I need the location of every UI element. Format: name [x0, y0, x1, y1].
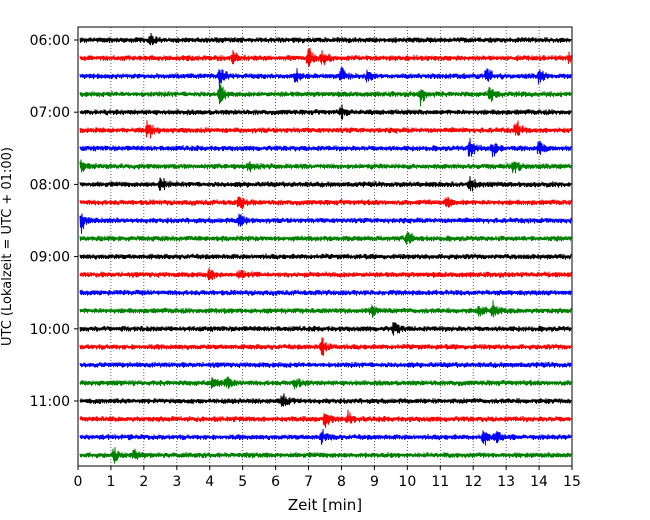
plot-frame	[77, 26, 573, 467]
trace-line	[79, 120, 572, 139]
x-tick-label: 1	[106, 474, 115, 490]
x-tick-label: 2	[139, 474, 148, 490]
seismic-traces	[79, 32, 572, 464]
y-tick-label: 07:00	[30, 105, 70, 121]
trace-line	[79, 231, 572, 245]
vertical-grid-lines	[110, 27, 540, 466]
trace-line	[79, 409, 572, 429]
trace-line	[79, 393, 572, 407]
x-tick-label: 7	[304, 474, 313, 490]
x-tick-label: 11	[431, 474, 449, 490]
y-tick-label: 06:00	[30, 33, 70, 49]
x-axis-label: Zeit [min]	[288, 496, 362, 514]
trace-line	[79, 253, 572, 260]
trace-line	[79, 176, 572, 192]
x-tick-label: 3	[172, 474, 181, 490]
x-tick-label: 9	[370, 474, 379, 490]
trace-line	[79, 213, 572, 234]
trace-line	[79, 428, 572, 446]
y-tick-label: 08:00	[30, 177, 70, 193]
x-tick-label: 0	[74, 474, 83, 490]
trace-line	[79, 321, 572, 336]
trace-line	[79, 138, 572, 158]
trace-line	[79, 104, 572, 120]
trace-line	[79, 289, 572, 296]
x-tick-label: 12	[464, 474, 482, 490]
trace-line	[79, 82, 572, 107]
x-tick-label: 10	[398, 474, 416, 490]
trace-line	[79, 447, 572, 464]
y-tick-label: 11:00	[30, 394, 70, 410]
x-axis-ticks: 0 1 2 3 4 5 6 7 8 9 10 11 12 13 14 15	[74, 466, 581, 490]
x-tick-label: 14	[530, 474, 548, 490]
x-tick-label: 6	[271, 474, 280, 490]
x-tick-label: 8	[337, 474, 346, 490]
y-tick-label: 09:00	[30, 250, 70, 266]
x-tick-label: 4	[205, 474, 214, 490]
y-tick-label: 10:00	[30, 322, 70, 338]
trace-line	[79, 159, 572, 174]
trace-line	[79, 300, 572, 319]
trace-line	[79, 337, 572, 356]
trace-line	[79, 267, 572, 281]
trace-line	[79, 47, 572, 67]
trace-line	[79, 196, 572, 210]
trace-line	[79, 32, 572, 46]
x-tick-label: 15	[563, 474, 581, 490]
y-axis-ticks: 06:00 07:00 08:00 09:00 10:00 11:00	[30, 33, 78, 410]
trace-line	[79, 361, 572, 369]
y-axis-label: UTC (Lokalzeit = UTC + 01:00)	[0, 147, 15, 346]
trace-line	[79, 376, 572, 390]
x-tick-label: 13	[497, 474, 515, 490]
x-tick-label: 5	[238, 474, 247, 490]
trace-line	[79, 66, 572, 92]
